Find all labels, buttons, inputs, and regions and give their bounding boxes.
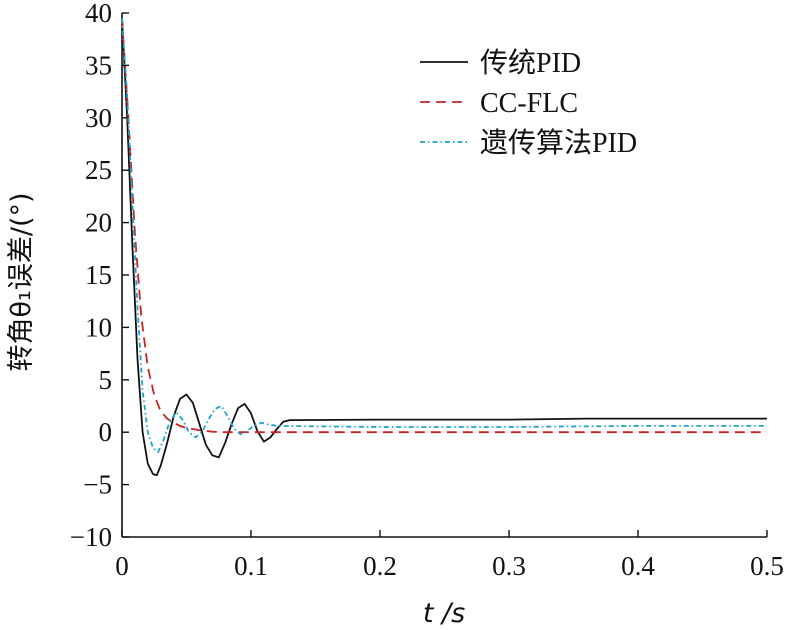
x-axis-title: t /s — [423, 598, 465, 629]
y-tick-label: 20 — [85, 208, 112, 238]
x-tick-label: 0.1 — [234, 551, 268, 581]
y-tick-label: 40 — [85, 0, 112, 28]
x-tick-label: 0.3 — [492, 551, 526, 581]
x-tick-label: 0.4 — [621, 551, 655, 581]
y-axis: −10 −5 0 5 10 15 20 25 30 35 40 — [70, 0, 129, 552]
legend-label-2: CC-FLC — [480, 88, 578, 119]
plot-frame — [121, 13, 767, 538]
y-tick-label: 15 — [85, 260, 112, 290]
series-line-3 — [121, 18, 767, 454]
y-tick-label: 25 — [85, 155, 112, 185]
y-tick-label: 5 — [99, 365, 113, 395]
y-tick-label: 10 — [85, 312, 112, 342]
legend: 传统PID CC-FLC 遗传算法PID — [420, 47, 637, 159]
series-line-2 — [121, 18, 767, 434]
y-tick-label: 0 — [99, 417, 113, 447]
series-lines — [121, 18, 767, 477]
y-tick-label: 30 — [85, 103, 112, 133]
y-tick-label: 35 — [85, 50, 112, 80]
legend-label-3: 遗传算法PID — [480, 127, 637, 159]
x-tick-label: 0.5 — [750, 551, 784, 581]
legend-label-1: 传统PID — [480, 47, 581, 79]
series-line-1 — [121, 18, 767, 477]
y-tick-label: −5 — [83, 470, 112, 500]
x-axis: 0 0.1 0.2 0.3 0.4 0.5 — [115, 530, 784, 581]
y-axis-title: 转角θ₁误差/(°) — [6, 192, 37, 371]
y-tick-label: −10 — [70, 522, 112, 552]
x-tick-label: 0.2 — [363, 551, 397, 581]
x-tick-label: 0 — [115, 551, 129, 581]
